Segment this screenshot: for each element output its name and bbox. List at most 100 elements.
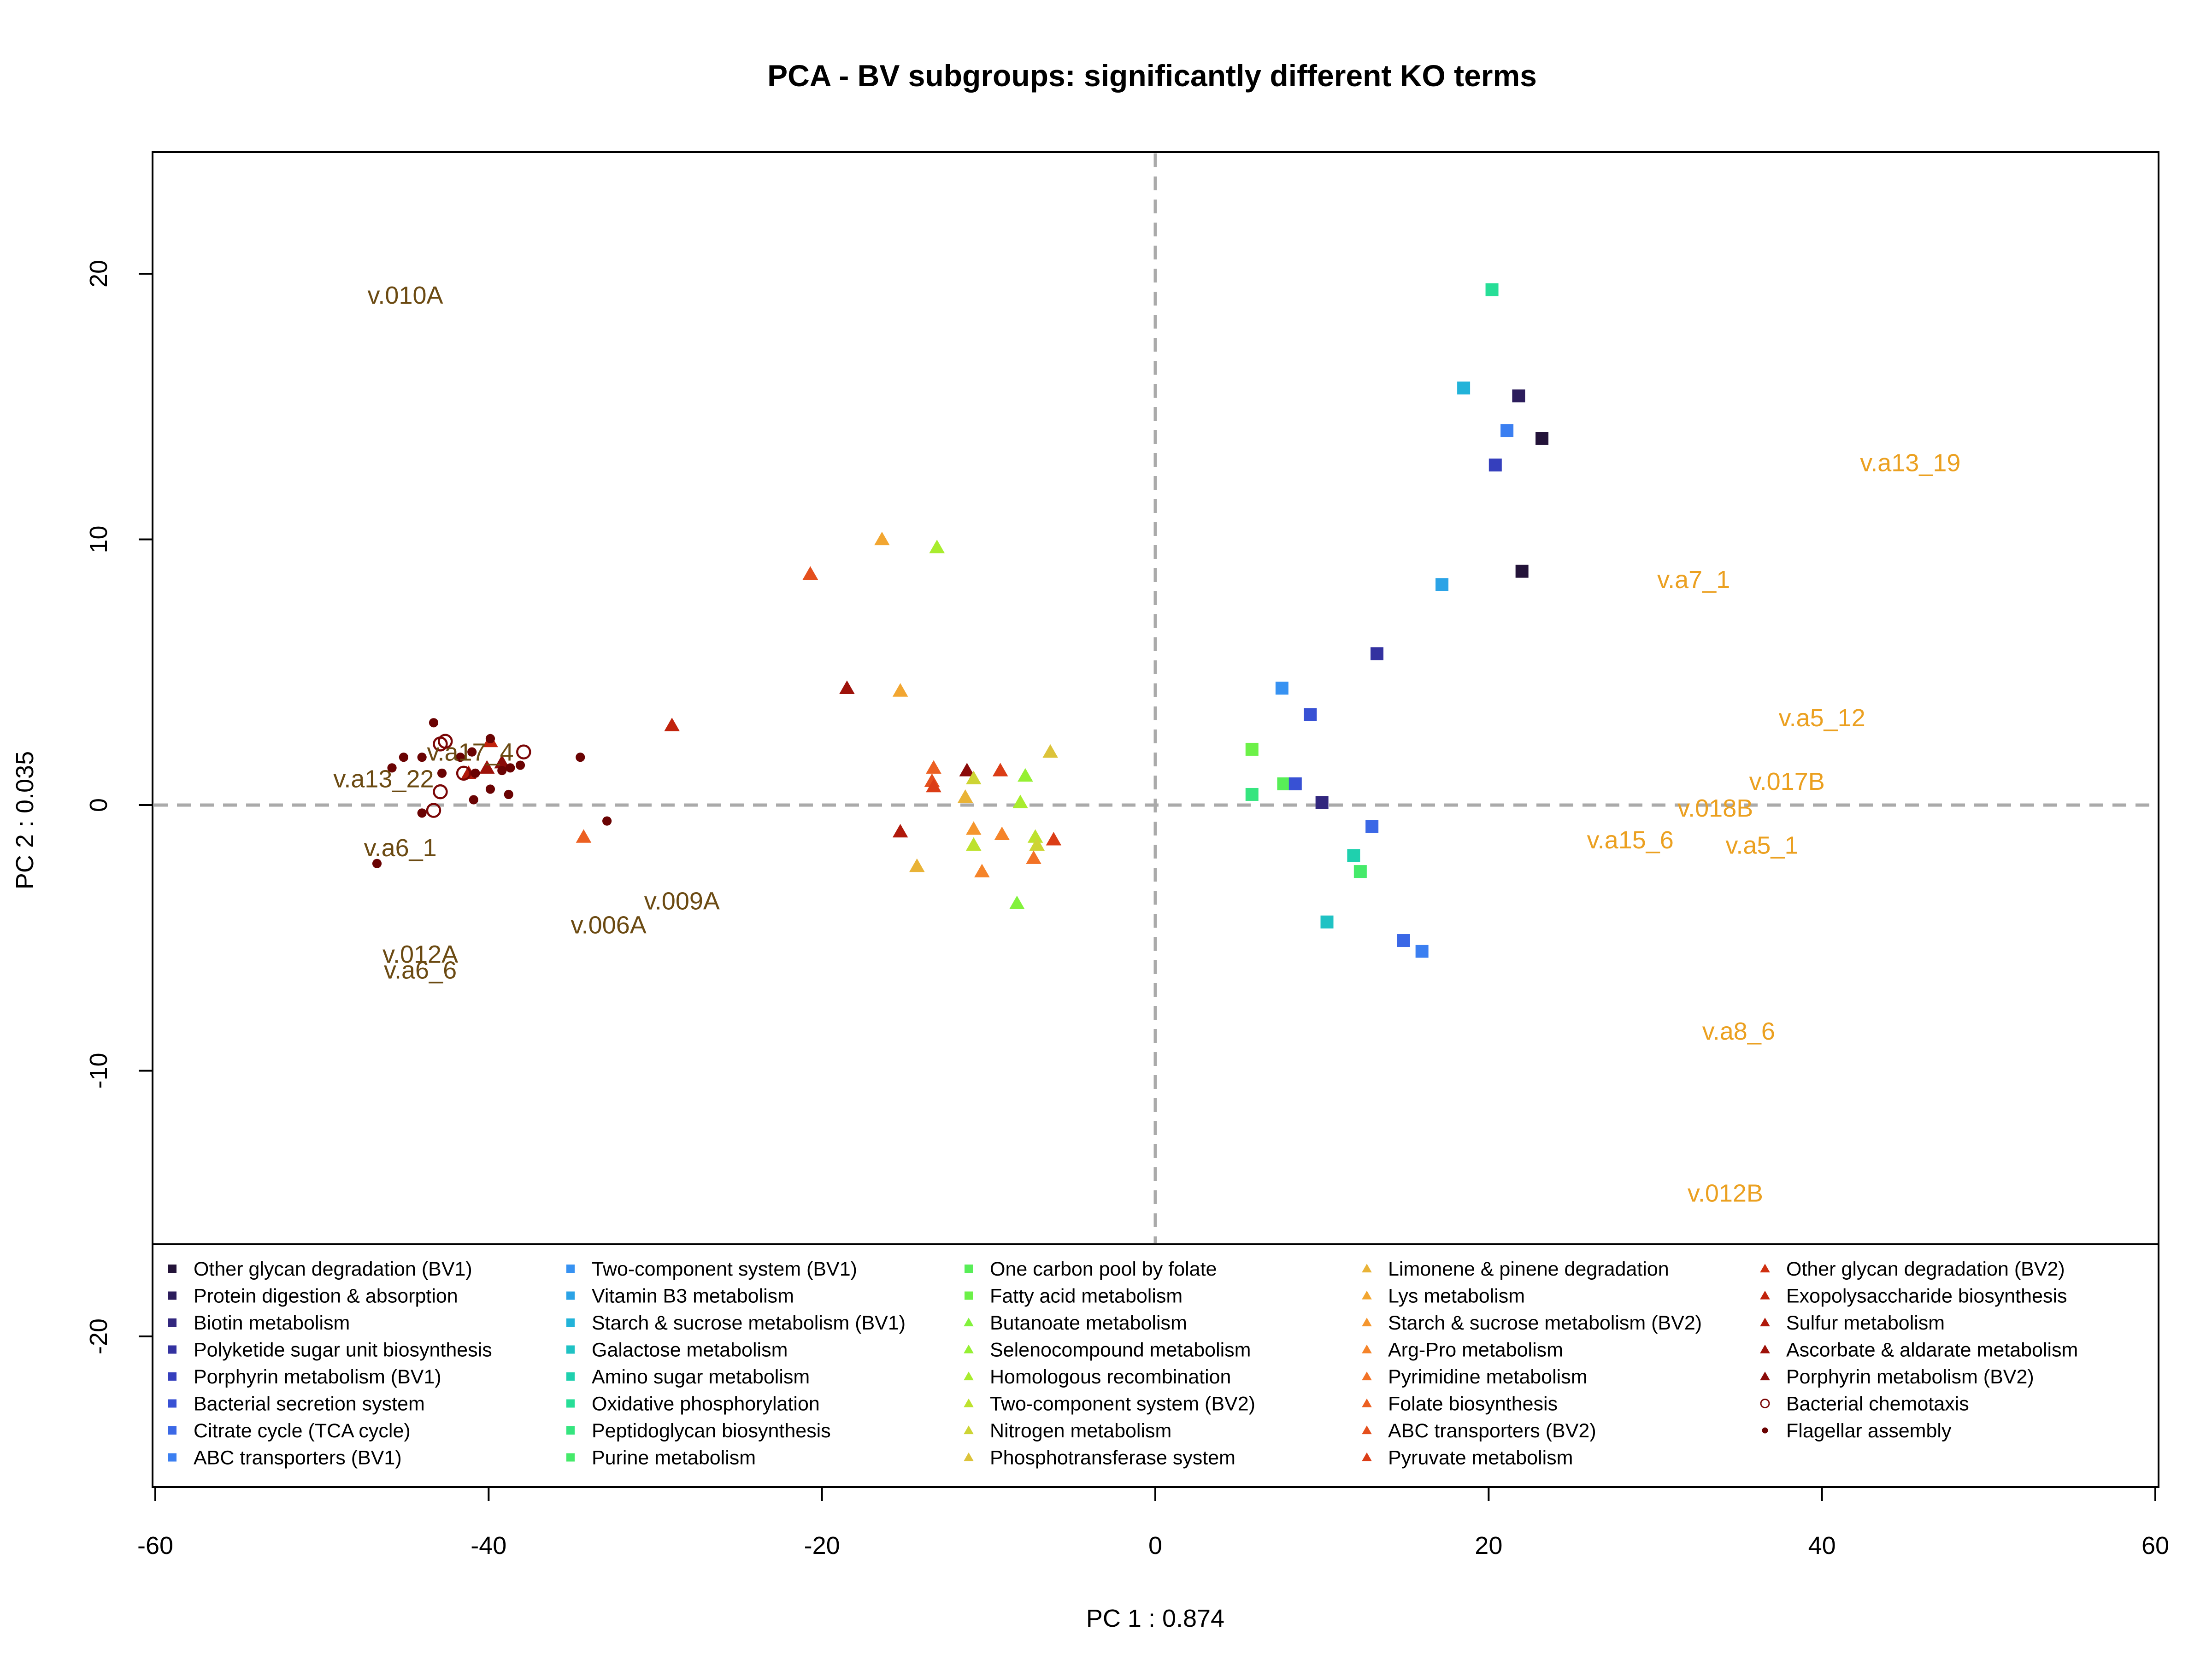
legend-label: Nitrogen metabolism bbox=[990, 1420, 1171, 1442]
x-tick-label: 0 bbox=[1148, 1532, 1162, 1559]
legend-marker bbox=[1362, 1264, 1372, 1273]
legend-marker bbox=[1760, 1344, 1770, 1353]
data-point bbox=[497, 765, 507, 776]
data-point bbox=[417, 753, 427, 762]
data-point bbox=[576, 829, 592, 843]
legend-label: Protein digestion & absorption bbox=[194, 1285, 458, 1307]
legend-marker bbox=[566, 1265, 575, 1273]
data-point bbox=[1304, 708, 1317, 721]
legend-marker bbox=[168, 1426, 176, 1435]
data-point bbox=[1029, 837, 1045, 851]
data-point bbox=[994, 826, 1010, 841]
sample-label: v.a5_12 bbox=[1779, 704, 1865, 732]
legend-label: Two-component system (BV2) bbox=[990, 1393, 1255, 1415]
data-point bbox=[965, 821, 982, 835]
legend-label: Homologous recombination bbox=[990, 1366, 1231, 1388]
x-tick-label: 40 bbox=[1808, 1532, 1836, 1559]
data-point bbox=[664, 718, 680, 731]
data-point bbox=[1009, 895, 1025, 909]
data-point bbox=[429, 718, 439, 728]
data-point bbox=[1415, 945, 1429, 958]
data-point bbox=[515, 760, 525, 770]
data-point bbox=[437, 768, 447, 778]
data-point bbox=[1485, 283, 1499, 296]
data-point bbox=[957, 789, 973, 803]
legend-label: Other glycan degradation (BV1) bbox=[194, 1258, 472, 1280]
data-point bbox=[417, 808, 427, 818]
data-point bbox=[892, 824, 908, 838]
legend-marker bbox=[566, 1291, 575, 1300]
legend-marker bbox=[964, 1425, 974, 1435]
legend-marker bbox=[965, 1265, 973, 1273]
x-axis-label: PC 1 : 0.874 bbox=[1086, 1605, 1224, 1632]
data-point bbox=[602, 816, 612, 826]
data-point bbox=[494, 754, 510, 769]
data-point bbox=[1512, 389, 1525, 403]
sample-label: v.012A bbox=[382, 941, 458, 968]
legend: Other glycan degradation (BV1) Protein di… bbox=[168, 1258, 2078, 1469]
y-tick-label: 10 bbox=[85, 525, 112, 553]
data-point bbox=[874, 531, 890, 546]
legend-label: Two-component system (BV1) bbox=[592, 1258, 857, 1280]
x-tick-label: 60 bbox=[2141, 1532, 2169, 1559]
data-point bbox=[1515, 565, 1529, 578]
legend-marker bbox=[566, 1345, 575, 1354]
legend-marker bbox=[566, 1399, 575, 1408]
data-point bbox=[926, 778, 941, 793]
legend-label: Galactose metabolism bbox=[592, 1339, 788, 1361]
legend-label: Pyrimidine metabolism bbox=[1388, 1366, 1588, 1388]
data-point bbox=[1288, 777, 1302, 790]
sample-label: v.a13_22 bbox=[333, 765, 434, 793]
data-point bbox=[1275, 682, 1288, 695]
legend-marker bbox=[168, 1318, 176, 1327]
sample-label: v.010A bbox=[367, 282, 443, 309]
sample-label: v.018B bbox=[1677, 794, 1753, 822]
sample-label: v.a6_1 bbox=[364, 834, 437, 862]
data-point bbox=[485, 784, 495, 794]
x-tick-label: -40 bbox=[471, 1532, 506, 1559]
legend-label: Lys metabolism bbox=[1388, 1285, 1525, 1307]
legend-label: Fatty acid metabolism bbox=[990, 1285, 1182, 1307]
data-point bbox=[1500, 424, 1514, 437]
data-point bbox=[1026, 850, 1041, 864]
y-tick-label: 0 bbox=[85, 798, 112, 812]
data-point bbox=[1018, 768, 1033, 782]
legend-label: Starch & sucrose metabolism (BV1) bbox=[592, 1312, 906, 1334]
legend-marker bbox=[566, 1453, 575, 1462]
data-point bbox=[965, 771, 982, 784]
legend-label: Sulfur metabolism bbox=[1786, 1312, 1945, 1334]
data-point bbox=[485, 734, 495, 743]
data-point bbox=[504, 789, 513, 800]
data-point bbox=[469, 795, 478, 805]
sample-label: v.a6_6 bbox=[384, 956, 457, 984]
y-tick-label: -10 bbox=[85, 1053, 112, 1088]
legend-label: Limonene & pinene degradation bbox=[1388, 1258, 1669, 1280]
legend-label: Other glycan degradation (BV2) bbox=[1786, 1258, 2065, 1280]
data-point bbox=[1435, 578, 1449, 591]
data-point bbox=[1320, 915, 1334, 929]
legend-label: Arg-Pro metabolism bbox=[1388, 1339, 1563, 1361]
data-point bbox=[992, 763, 1008, 777]
data-point bbox=[1046, 832, 1062, 846]
data-point bbox=[576, 753, 585, 762]
legend-marker bbox=[566, 1318, 575, 1327]
legend-marker bbox=[168, 1399, 176, 1408]
legend-label: Peptidoglycan biosynthesis bbox=[592, 1420, 831, 1442]
data-point bbox=[1245, 788, 1259, 801]
legend-marker bbox=[964, 1452, 974, 1461]
data-point bbox=[516, 744, 531, 759]
data-point bbox=[372, 859, 382, 868]
sample-label: v.a13_19 bbox=[1860, 449, 1960, 477]
legend-label: Citrate cycle (TCA cycle) bbox=[194, 1420, 411, 1442]
data-point bbox=[433, 784, 448, 800]
data-point bbox=[839, 680, 855, 694]
x-tick-label: -60 bbox=[137, 1532, 173, 1559]
sample-label: v.006A bbox=[571, 911, 647, 939]
legend-marker bbox=[1760, 1399, 1770, 1408]
legend-label: Vitamin B3 metabolism bbox=[592, 1285, 794, 1307]
legend-label: Flagellar assembly bbox=[1786, 1420, 1952, 1442]
legend-marker bbox=[964, 1398, 974, 1407]
legend-marker bbox=[964, 1318, 974, 1327]
data-point bbox=[467, 747, 477, 757]
